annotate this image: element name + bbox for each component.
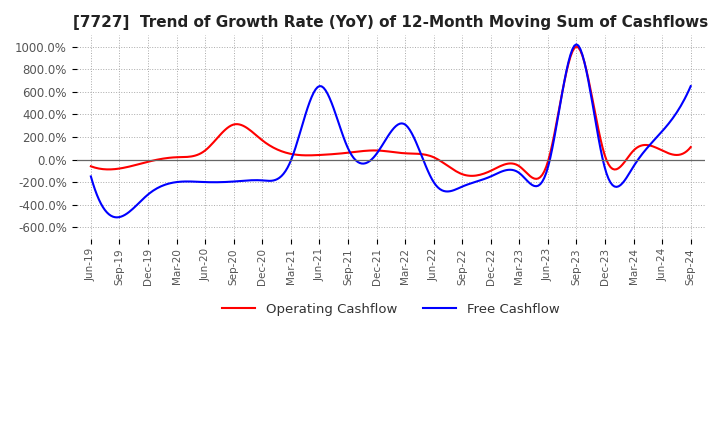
Title: [7727]  Trend of Growth Rate (YoY) of 12-Month Moving Sum of Cashflows: [7727] Trend of Growth Rate (YoY) of 12-… <box>73 15 708 30</box>
Free Cashflow <box>572 42 581 47</box>
Free Cashflow <box>86 174 95 179</box>
Operating Cashflow <box>596 136 605 142</box>
Operating Cashflow <box>444 163 452 169</box>
Operating Cashflow <box>441 162 450 167</box>
Operating Cashflow <box>86 164 95 169</box>
Free Cashflow <box>446 189 454 194</box>
Free Cashflow <box>686 84 695 89</box>
Free Cashflow <box>89 181 97 186</box>
Operating Cashflow <box>454 170 462 175</box>
Free Cashflow <box>634 156 643 161</box>
Free Cashflow <box>456 185 464 190</box>
Legend: Operating Cashflow, Free Cashflow: Operating Cashflow, Free Cashflow <box>217 298 565 321</box>
Operating Cashflow <box>572 44 581 49</box>
Line: Free Cashflow: Free Cashflow <box>91 44 690 217</box>
Operating Cashflow <box>89 165 97 170</box>
Line: Operating Cashflow: Operating Cashflow <box>91 47 690 179</box>
Operating Cashflow <box>532 176 541 182</box>
Free Cashflow <box>596 146 605 151</box>
Free Cashflow <box>444 189 452 194</box>
Free Cashflow <box>112 215 121 220</box>
Operating Cashflow <box>634 144 643 149</box>
Operating Cashflow <box>686 144 695 150</box>
